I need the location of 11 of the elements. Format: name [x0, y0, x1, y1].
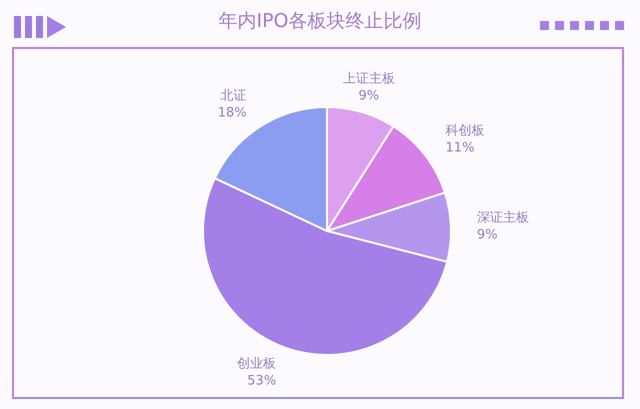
slice-label: 创业板 — [237, 356, 276, 372]
data-label: 11% — [446, 140, 474, 156]
slice-label: 深证主板 — [476, 210, 529, 226]
data-label: 9% — [476, 228, 498, 243]
data-label: 18% — [218, 106, 247, 121]
chart-title: 年内IPO各板块终止比例 — [217, 9, 423, 34]
slice-label: 上证主板 — [342, 70, 395, 86]
slice-label: 北证 — [220, 88, 247, 104]
data-label: 53% — [247, 374, 276, 389]
slice-label: 科创板 — [446, 123, 485, 138]
data-label: 9% — [358, 88, 380, 104]
